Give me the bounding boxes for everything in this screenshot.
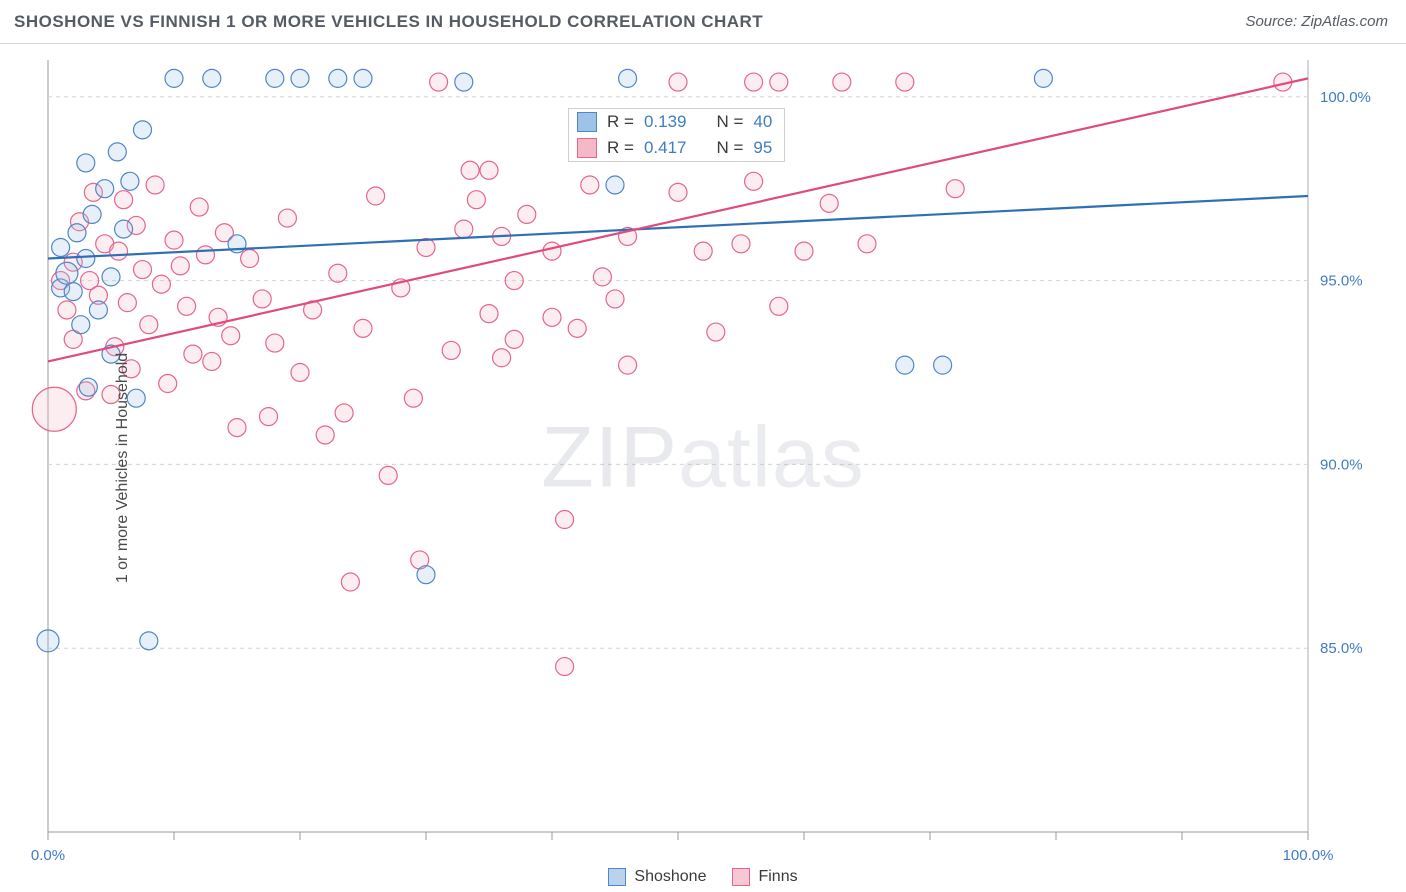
scatter-plot: 85.0% 90.0% 95.0% 100.0% 0.0% 100.0% bbox=[0, 44, 1406, 892]
correlation-stats-box: R = 0.139 N = 40 R = 0.417 N = 95 bbox=[568, 108, 785, 162]
chart-source: Source: ZipAtlas.com bbox=[1245, 13, 1388, 30]
legend-label-shoshone: Shoshone bbox=[634, 868, 706, 886]
stats-r-value-shoshone: 0.139 bbox=[644, 112, 687, 132]
svg-text:0.0%: 0.0% bbox=[31, 847, 65, 864]
legend-swatch-finns bbox=[732, 868, 750, 886]
stats-r-label: R = bbox=[607, 112, 634, 132]
legend-item-shoshone: Shoshone bbox=[608, 868, 706, 886]
legend-swatch-shoshone bbox=[608, 868, 626, 886]
svg-text:90.0%: 90.0% bbox=[1320, 456, 1363, 473]
stats-r-value-finns: 0.417 bbox=[644, 138, 687, 158]
stats-n-value-finns: 95 bbox=[753, 138, 772, 158]
stats-swatch-finns bbox=[577, 138, 597, 158]
chart-area: 1 or more Vehicles in Household ZIPatlas… bbox=[0, 44, 1406, 892]
stats-row-finns: R = 0.417 N = 95 bbox=[569, 135, 784, 161]
chart-legend: Shoshone Finns bbox=[0, 868, 1406, 886]
y-axis-label: 1 or more Vehicles in Household bbox=[114, 353, 132, 583]
legend-item-finns: Finns bbox=[732, 868, 797, 886]
stats-n-value-shoshone: 40 bbox=[753, 112, 772, 132]
chart-title: SHOSHONE VS FINNISH 1 OR MORE VEHICLES I… bbox=[14, 12, 763, 32]
svg-text:85.0%: 85.0% bbox=[1320, 640, 1363, 657]
stats-n-label: N = bbox=[716, 138, 743, 158]
stats-r-label: R = bbox=[607, 138, 634, 158]
stats-row-shoshone: R = 0.139 N = 40 bbox=[569, 109, 784, 135]
chart-title-bar: SHOSHONE VS FINNISH 1 OR MORE VEHICLES I… bbox=[0, 0, 1406, 44]
stats-swatch-shoshone bbox=[577, 112, 597, 132]
svg-text:100.0%: 100.0% bbox=[1283, 847, 1334, 864]
legend-label-finns: Finns bbox=[758, 868, 797, 886]
stats-n-label: N = bbox=[716, 112, 743, 132]
svg-text:100.0%: 100.0% bbox=[1320, 89, 1371, 106]
svg-text:95.0%: 95.0% bbox=[1320, 273, 1363, 290]
